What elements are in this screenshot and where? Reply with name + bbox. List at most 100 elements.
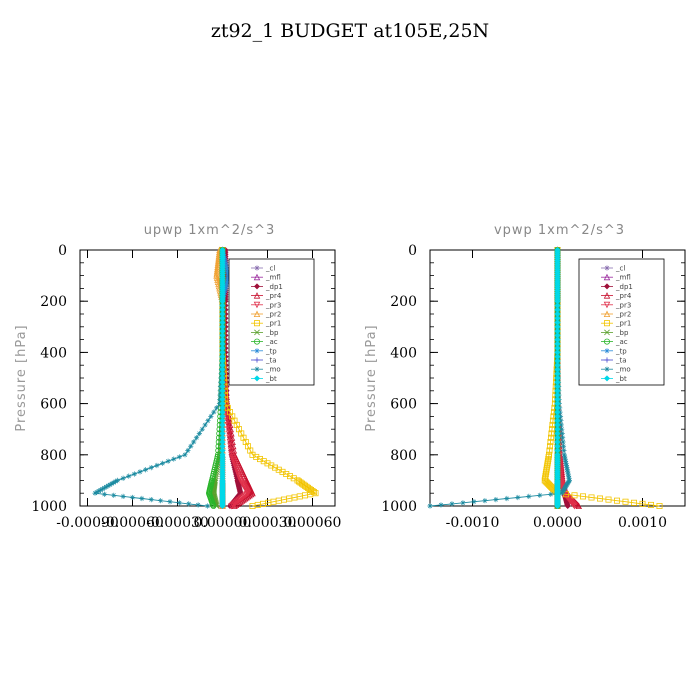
chart-panel-vpwp: vpwp 1xm^2/s^3 Pressure [hPa] 0 200 400 600 80…: [364, 223, 686, 531]
data-point: [205, 418, 211, 424]
data-point: [129, 494, 136, 501]
x-tick-label: 0.0010: [618, 515, 667, 531]
series-line: [429, 250, 570, 507]
data-point: [239, 494, 246, 501]
series-mo: [92, 247, 226, 509]
x-tick-label: 0.00030: [239, 515, 297, 531]
data-point: [101, 491, 107, 497]
data-point: [546, 447, 553, 454]
data-point: [548, 483, 555, 490]
data-point: [566, 475, 572, 481]
data-point: [554, 502, 561, 510]
data-point: [176, 500, 182, 506]
legend-marker: [253, 338, 260, 345]
data-point: [563, 491, 570, 498]
data-point: [113, 478, 119, 485]
data-point: [547, 482, 554, 489]
y-tick-label: 400: [40, 345, 67, 361]
data-point: [561, 447, 567, 454]
x-tick-label: -0.0010: [446, 515, 500, 531]
data-point: [283, 470, 290, 477]
data-point: [211, 409, 217, 415]
data-point: [98, 487, 104, 493]
legend-marker: [254, 366, 260, 372]
data-point: [226, 438, 234, 446]
series-bt: [219, 246, 226, 510]
legend-box: [578, 258, 665, 386]
data-point: [225, 426, 232, 433]
data-point: [564, 465, 570, 471]
legend-marker: [604, 366, 610, 372]
data-point: [224, 266, 230, 272]
legend-marker: [253, 310, 261, 318]
data-point: [547, 434, 554, 441]
data-point: [167, 499, 173, 505]
legend-marker: [603, 283, 611, 290]
data-point: [279, 468, 286, 475]
data-point: [515, 494, 521, 501]
legend-marker: [604, 329, 610, 336]
legend-label: _pr3: [265, 301, 281, 309]
legend-marker: [603, 301, 611, 309]
series-bt: [554, 246, 561, 510]
data-point: [225, 430, 233, 437]
legend-label: _cl: [615, 265, 625, 273]
data-point: [120, 475, 126, 481]
data-point: [560, 443, 567, 449]
data-point: [94, 489, 100, 495]
data-point: [208, 413, 214, 419]
data-point: [210, 502, 217, 509]
data-point: [131, 471, 137, 477]
data-point: [236, 496, 243, 504]
data-point: [271, 464, 278, 471]
data-point: [233, 498, 241, 506]
legend-label: _bt: [615, 375, 627, 383]
legend-marker: [254, 348, 260, 354]
data-point: [253, 453, 260, 460]
data-point: [565, 473, 572, 479]
data-point: [148, 465, 154, 471]
data-point: [560, 439, 566, 445]
legend-marker: [604, 357, 610, 363]
data-point: [101, 485, 107, 491]
data-point: [188, 443, 194, 449]
data-point: [260, 458, 267, 465]
data-point: [438, 502, 444, 508]
data-point: [227, 447, 235, 455]
series-mo: [427, 247, 572, 509]
data-point: [563, 462, 570, 469]
data-point: [542, 478, 549, 485]
data-point: [588, 494, 595, 501]
data-point: [249, 502, 256, 509]
data-point: [558, 422, 564, 428]
data-point: [224, 421, 232, 429]
data-point: [264, 460, 271, 467]
data-point: [275, 466, 282, 473]
data-point: [196, 430, 202, 437]
data-point: [290, 475, 297, 482]
data-point: [226, 434, 233, 442]
data-point: [256, 456, 263, 463]
y-tick-label: 1000: [381, 499, 417, 515]
data-point: [225, 275, 231, 281]
data-point: [268, 462, 275, 469]
data-point: [99, 486, 106, 492]
data-point: [571, 502, 578, 510]
legend-label: _ac: [265, 338, 278, 346]
legend-label: _pr3: [615, 301, 631, 309]
legend-label: _mo: [265, 366, 281, 374]
figure-title: zt92_1 BUDGET at105E,25N: [210, 20, 490, 42]
data-point: [195, 502, 201, 508]
data-point: [225, 270, 231, 277]
legend-label: _pr2: [615, 311, 631, 319]
data-point: [154, 462, 160, 469]
data-point: [232, 499, 239, 507]
data-point: [559, 490, 565, 496]
legend: _cl_mfl_dp1_pr4_pr3_pr2_pr1_bp_ac_tp_ta_…: [578, 258, 665, 386]
data-point: [548, 491, 554, 497]
data-point: [111, 492, 117, 498]
data-point: [225, 273, 232, 279]
x-tick-label: 0.0000: [533, 515, 582, 531]
data-point: [213, 274, 221, 281]
data-point: [227, 443, 234, 450]
